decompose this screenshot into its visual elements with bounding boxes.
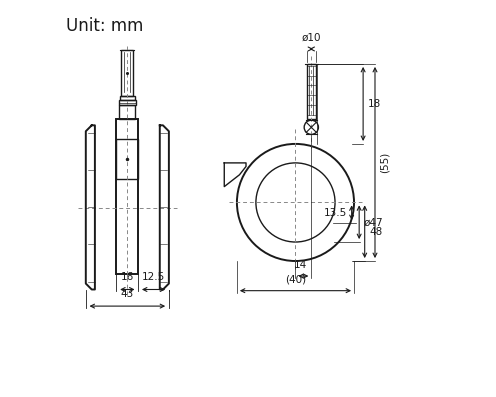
Text: 18: 18 bbox=[368, 99, 381, 109]
Text: 48: 48 bbox=[370, 227, 383, 237]
Bar bbox=[117, 139, 138, 179]
Bar bbox=[120, 105, 135, 119]
Bar bbox=[120, 96, 135, 100]
Bar bbox=[122, 50, 133, 96]
Text: 12.5: 12.5 bbox=[142, 272, 165, 282]
Text: (55): (55) bbox=[380, 152, 390, 173]
Bar bbox=[307, 64, 316, 119]
Text: Unit: mm: Unit: mm bbox=[66, 17, 143, 35]
Text: (40): (40) bbox=[285, 274, 306, 284]
Bar bbox=[119, 100, 136, 105]
Text: 13.5: 13.5 bbox=[324, 208, 347, 218]
Bar bbox=[117, 119, 138, 274]
Text: ø10: ø10 bbox=[302, 33, 321, 43]
Text: 43: 43 bbox=[121, 289, 134, 299]
Text: 14: 14 bbox=[294, 260, 307, 270]
Text: ø47: ø47 bbox=[364, 217, 383, 227]
Text: 16: 16 bbox=[121, 272, 134, 282]
